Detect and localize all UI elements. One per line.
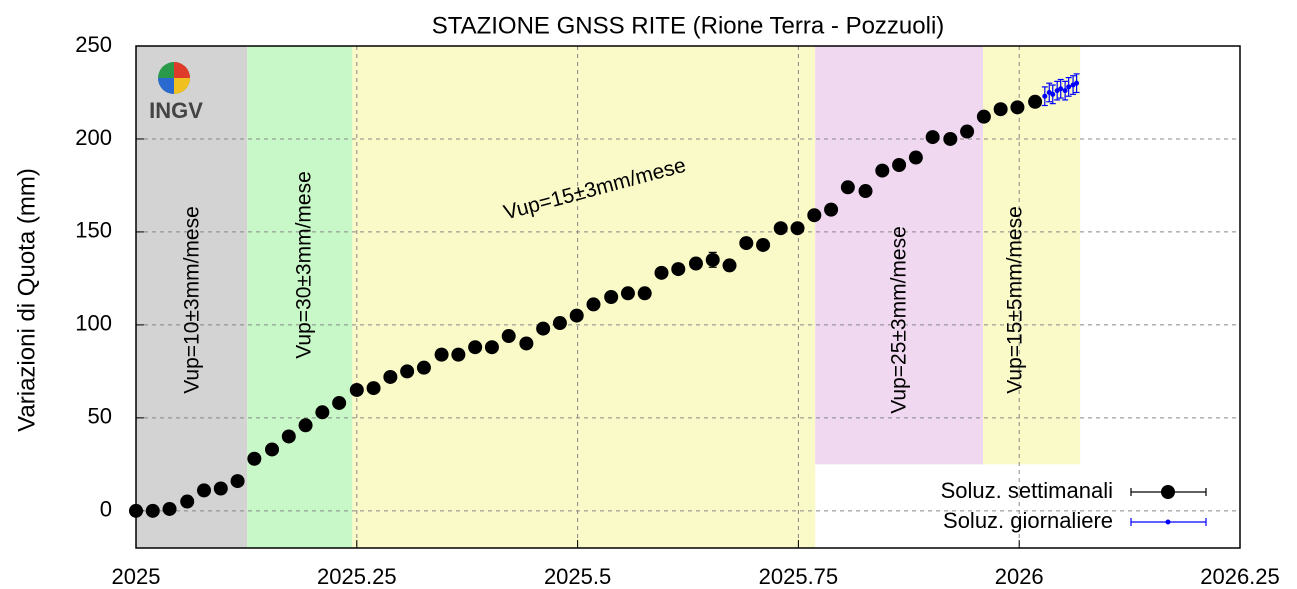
data-point bbox=[790, 221, 805, 236]
y-tick-label: 150 bbox=[75, 218, 112, 243]
data-point bbox=[366, 381, 381, 396]
data-point bbox=[230, 474, 245, 489]
data-point bbox=[824, 202, 839, 217]
data-point bbox=[960, 124, 975, 139]
y-tick-label: 200 bbox=[75, 125, 112, 150]
data-point bbox=[383, 369, 398, 384]
data-point bbox=[484, 340, 499, 355]
data-point bbox=[705, 252, 720, 267]
data-point bbox=[858, 184, 873, 199]
y-tick-label: 100 bbox=[75, 311, 112, 336]
data-point bbox=[552, 316, 567, 331]
legend-marker bbox=[1165, 519, 1171, 525]
data-point bbox=[213, 481, 228, 496]
data-point bbox=[943, 131, 958, 146]
data-point bbox=[637, 286, 652, 301]
data-point bbox=[892, 157, 907, 172]
data-point bbox=[536, 321, 551, 336]
y-tick-label: 50 bbox=[88, 404, 112, 429]
data-point bbox=[1058, 86, 1064, 92]
data-point bbox=[722, 258, 737, 273]
x-tick-label: 2025.5 bbox=[544, 564, 611, 589]
data-point bbox=[569, 308, 584, 323]
data-point bbox=[451, 347, 466, 362]
plot-frame bbox=[135, 45, 1241, 549]
data-point bbox=[281, 429, 296, 444]
data-point bbox=[739, 236, 754, 251]
data-point bbox=[129, 503, 143, 518]
logo-segment bbox=[174, 62, 190, 78]
data-point bbox=[756, 237, 771, 252]
data-point bbox=[1050, 91, 1056, 97]
logo: INGV bbox=[149, 62, 203, 123]
data-point bbox=[654, 265, 669, 280]
data-point bbox=[180, 494, 195, 509]
data-point bbox=[671, 262, 686, 277]
data-point bbox=[1074, 80, 1080, 86]
annotation: Vup=10±3mm/mese bbox=[181, 206, 204, 394]
data-point bbox=[400, 364, 415, 379]
data-point bbox=[807, 208, 822, 223]
region bbox=[136, 46, 248, 548]
data-point bbox=[298, 418, 313, 433]
data-point bbox=[519, 336, 534, 351]
data-point bbox=[332, 395, 347, 410]
data-point bbox=[1010, 100, 1025, 115]
y-tick-label: 250 bbox=[75, 32, 112, 57]
annotation: Vup=30±3mm/mese bbox=[293, 171, 316, 359]
x-tick-label: 2026 bbox=[995, 564, 1044, 589]
data-point bbox=[620, 286, 635, 301]
logo-text: INGV bbox=[149, 98, 203, 123]
plot-area bbox=[129, 45, 1241, 549]
y-tick-label: 0 bbox=[100, 497, 112, 522]
x-tick-label: 2026.25 bbox=[1200, 564, 1280, 589]
logo-segment bbox=[158, 78, 174, 94]
data-point bbox=[1066, 84, 1072, 90]
data-point bbox=[875, 163, 890, 178]
data-point bbox=[145, 503, 160, 518]
data-point bbox=[1028, 94, 1043, 109]
data-point bbox=[840, 180, 855, 195]
data-point bbox=[315, 405, 330, 420]
data-point bbox=[349, 382, 364, 397]
legend-label: Soluz. giornaliere bbox=[943, 508, 1113, 533]
data-point bbox=[773, 221, 788, 236]
region bbox=[815, 46, 983, 465]
data-point bbox=[604, 290, 619, 304]
region bbox=[352, 46, 816, 548]
data-point bbox=[925, 130, 940, 145]
legend-label: Soluz. settimanali bbox=[941, 478, 1113, 503]
data-point bbox=[908, 150, 923, 165]
data-point bbox=[1062, 88, 1068, 94]
chart-title: STAZIONE GNSS RITE (Rione Terra - Pozzuo… bbox=[432, 12, 945, 39]
x-tick-label: 2025.75 bbox=[759, 564, 839, 589]
x-tick-label: 2025.25 bbox=[317, 564, 397, 589]
data-point bbox=[265, 442, 280, 457]
annotation: Vup=25±3mm/mese bbox=[888, 226, 911, 414]
annotation: Vup=15±5mm/mese bbox=[1004, 206, 1027, 394]
data-point bbox=[586, 297, 601, 312]
data-point bbox=[247, 451, 262, 466]
region bbox=[247, 46, 353, 548]
data-point bbox=[197, 483, 212, 498]
data-point bbox=[501, 329, 516, 344]
data-point bbox=[688, 256, 703, 271]
logo-segment bbox=[174, 78, 190, 94]
x-tick-label: 2025 bbox=[112, 564, 161, 589]
data-point bbox=[468, 340, 483, 355]
y-axis-label: Variazioni di Quota (mm) bbox=[13, 168, 40, 432]
data-point bbox=[993, 102, 1008, 117]
legend-marker bbox=[1161, 485, 1175, 499]
data-point bbox=[162, 501, 177, 516]
data-point bbox=[416, 360, 431, 375]
data-point bbox=[1042, 93, 1048, 99]
data-point bbox=[434, 347, 449, 362]
data-point bbox=[976, 109, 991, 124]
